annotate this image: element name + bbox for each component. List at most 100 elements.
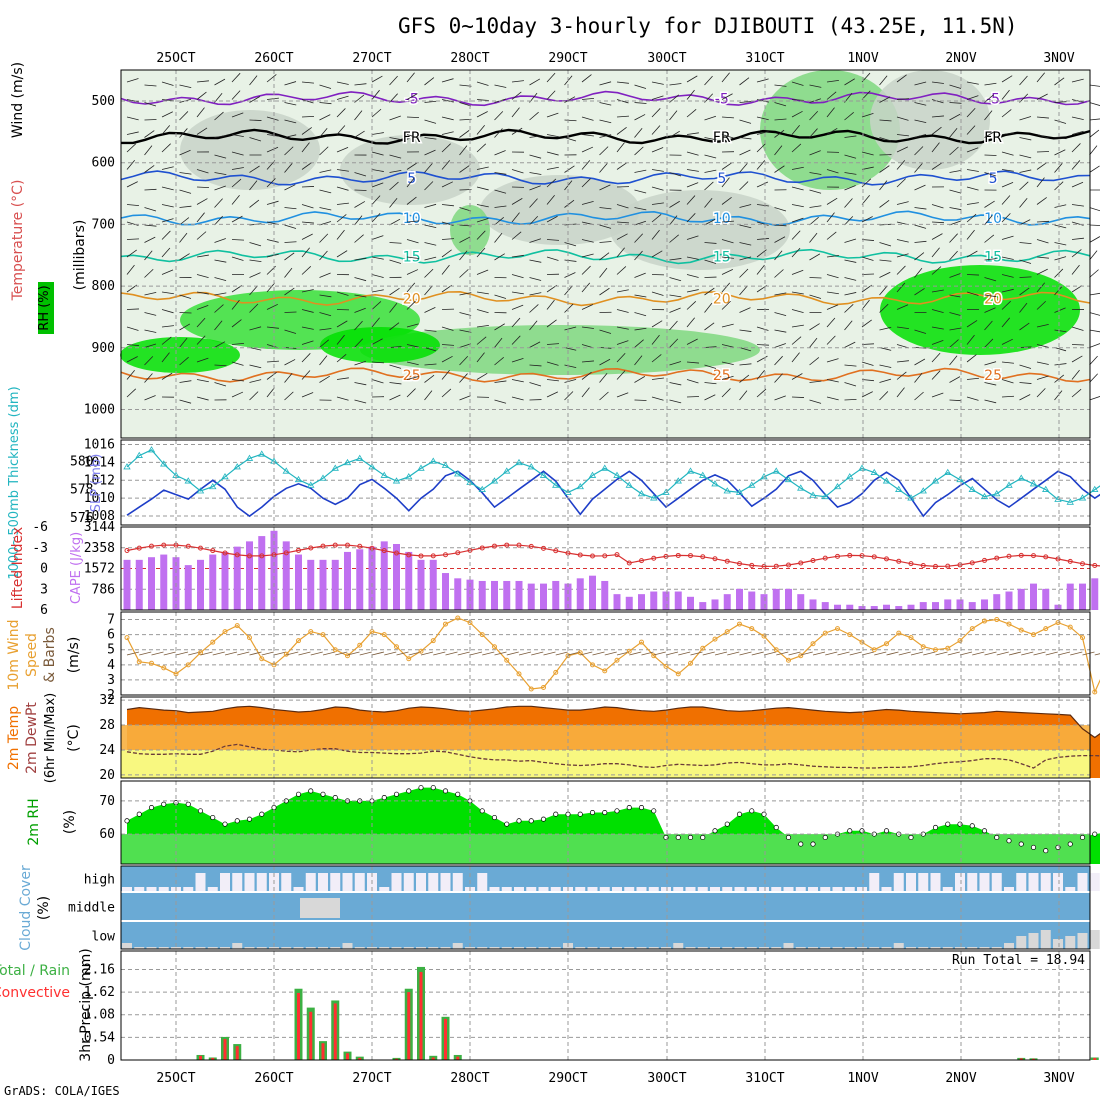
wind-barb (214, 304, 224, 313)
wind-barb (599, 81, 612, 86)
rh2m-marker (222, 821, 228, 827)
wind-barb (1001, 169, 1014, 172)
contour-label: 5 (717, 171, 726, 187)
rh-shading (480, 175, 640, 245)
wind-barb (336, 334, 345, 345)
cape-bar (870, 606, 878, 610)
wind-barb (354, 201, 366, 208)
wind-barb (651, 202, 664, 205)
lifted-index-marker (541, 545, 546, 551)
wind-tick: 3 (107, 673, 115, 688)
cloud-low-cell (1077, 933, 1088, 949)
cloud-high-cell (477, 873, 488, 891)
cloud-high-cell (979, 873, 990, 891)
wind-barb (1019, 364, 1032, 369)
wind-barb (1019, 137, 1032, 141)
wind-barb (214, 135, 227, 138)
surface-wind-barb (237, 651, 250, 656)
rh2m-marker (859, 828, 865, 834)
thickness-marker (919, 487, 927, 494)
wind-barb (1089, 102, 1100, 106)
wind-barb (1089, 165, 1100, 173)
wind-barb (1036, 268, 1048, 275)
wind-barb (266, 178, 276, 188)
cloud-low-cell (906, 947, 916, 949)
wind-barb (144, 312, 157, 316)
lifted-index-marker (884, 556, 889, 562)
surface-wind-barb (592, 651, 605, 656)
cape-bar (650, 591, 658, 610)
rh2m-marker (577, 811, 583, 817)
lifted-index-marker (945, 563, 951, 569)
wind-barb (144, 224, 157, 227)
wind-barb (739, 242, 752, 246)
cloud-low-cell (942, 947, 953, 949)
surface-wind-barb (1008, 651, 1022, 656)
wind-barb (1071, 326, 1084, 331)
wind-barb (494, 380, 507, 383)
cloud-high-cell (1004, 887, 1014, 891)
wind-barb (984, 382, 997, 386)
wind-barb (336, 291, 349, 296)
wind-barb (809, 399, 822, 404)
surface-wind-barb (384, 651, 397, 656)
cloud-high-cell (648, 887, 659, 891)
cloud-high-cell (991, 873, 1002, 891)
t2m-tick: 32 (99, 693, 115, 708)
wind-barb (669, 294, 682, 298)
wind-barb (861, 379, 874, 382)
wind-barb (441, 344, 454, 346)
wind-barb (949, 376, 961, 383)
wind-axis-label: Wind (m/s) (10, 62, 26, 138)
wind-speed-marker (969, 626, 975, 632)
wind-barb (441, 181, 453, 188)
wind-barb (564, 364, 577, 369)
contour-label: 20 (984, 291, 1002, 307)
wind-barb (301, 127, 312, 135)
wind-barb (179, 217, 190, 226)
wind-barb (406, 93, 418, 100)
wind-speed-marker (479, 632, 485, 638)
wind-barb (791, 230, 801, 240)
lifted-index-axis-label: Lifted Index (10, 527, 26, 609)
wind-barb (126, 249, 137, 258)
wind-barb (739, 329, 752, 332)
wind-barb (476, 247, 486, 258)
cloud-low-cell (440, 947, 451, 949)
wind-barb (441, 369, 450, 380)
cloud-low-cell (452, 943, 463, 949)
wind-barb (249, 326, 262, 331)
wind-barb (231, 342, 244, 345)
cloud-middle-label: middle (68, 901, 115, 916)
wind-barb (1071, 204, 1084, 207)
cape-bar (576, 578, 584, 610)
rh2m-marker (259, 811, 265, 817)
cape-bar (344, 551, 351, 610)
wind-barb (1071, 369, 1080, 380)
cloud-low-cell (636, 947, 647, 949)
wind-barb (546, 391, 559, 398)
surface-wind-barb (861, 651, 875, 656)
thickness-marker (968, 485, 976, 492)
wind-barb (476, 111, 488, 118)
cape-bar (160, 554, 168, 610)
wind-barb (704, 115, 717, 121)
wind-barb (651, 147, 664, 153)
wind-barb (581, 178, 591, 188)
cape-bar (711, 599, 719, 610)
surface-wind-barb (1094, 653, 1100, 656)
rh-axis-label: RH (%) (37, 285, 52, 330)
thickness-marker (613, 471, 621, 478)
wind10-speed-label: Speed (24, 633, 40, 677)
wind-barb (529, 277, 542, 281)
lifted-index-marker (1018, 552, 1024, 558)
rh-shading (120, 337, 240, 373)
li-tick: 3 (40, 582, 48, 597)
rh2m-marker (1092, 831, 1098, 837)
cloud-high-cell (624, 887, 635, 891)
wind-barb (704, 259, 717, 264)
thickness-marker (944, 468, 952, 475)
wind-barb (301, 115, 315, 118)
lifted-index-marker (528, 543, 534, 549)
wind-barb (1019, 116, 1032, 121)
